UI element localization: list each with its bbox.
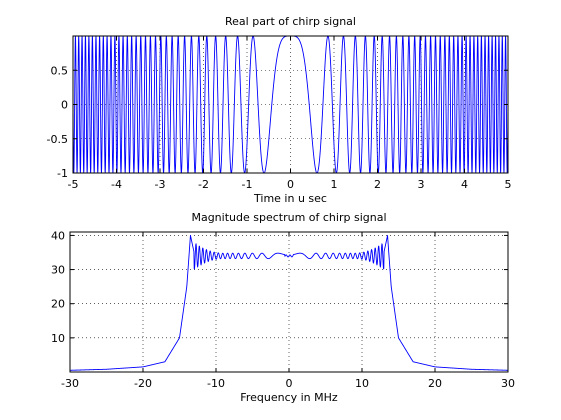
chirp-real-part-title: Real part of chirp signal	[225, 15, 356, 28]
x-tick-label: 10	[355, 377, 369, 390]
x-tick-label: -1	[242, 178, 253, 191]
chirp-real-part-grid	[73, 36, 508, 173]
x-tick-label: -2	[198, 178, 209, 191]
x-tick-label: 2	[374, 178, 381, 191]
x-tick-label: 0	[287, 178, 294, 191]
x-tick-label: 3	[418, 178, 425, 191]
y-tick-label: 10	[51, 332, 65, 345]
x-tick-label: -10	[207, 377, 225, 390]
y-tick-label: 20	[51, 298, 65, 311]
x-tick-label: -20	[134, 377, 152, 390]
chirp-spectrum-curve	[70, 234, 508, 371]
chirp-real-part-x-axis-label: Time in u sec	[253, 192, 327, 205]
x-tick-label: 0	[286, 377, 293, 390]
y-tick-label: -1	[57, 167, 68, 180]
chirp-spectrum-ticks: -30 -20 -10 0 10 20 30 10 20 30 40	[51, 229, 515, 390]
y-tick-label: 40	[51, 229, 65, 242]
y-tick-label: 30	[51, 264, 65, 277]
x-tick-label: -5	[68, 178, 79, 191]
y-tick-label: 0.5	[51, 64, 69, 77]
chirp-spectrum-title: Magnitude spectrum of chirp signal	[191, 211, 386, 224]
y-tick-label: -0.5	[47, 133, 68, 146]
chirp-real-part-ticks: -5 -4 -3 -2 -1 0 1 2 3 4 5 -1 -0.5 0 0.5	[47, 36, 512, 191]
chirp-spectrum-x-axis-label: Frequency in MHz	[240, 391, 338, 404]
x-tick-label: 30	[501, 377, 515, 390]
x-tick-label: 5	[505, 178, 512, 191]
chirp-spectrum-chart: -30 -20 -10 0 10 20 30 10 20 30 40 Magnitude spect…	[51, 211, 515, 404]
x-tick-label: -30	[61, 377, 79, 390]
chirp-real-part-chart: -5 -4 -3 -2 -1 0 1 2 3 4 5 -1 -0.5 0 0.5 Real part of …	[47, 15, 512, 205]
x-tick-label: -4	[111, 178, 122, 191]
x-tick-label: 1	[331, 178, 338, 191]
x-tick-label: 20	[428, 377, 442, 390]
x-tick-label: 4	[461, 178, 468, 191]
x-tick-label: -3	[155, 178, 166, 191]
y-tick-label: 0	[61, 99, 68, 112]
